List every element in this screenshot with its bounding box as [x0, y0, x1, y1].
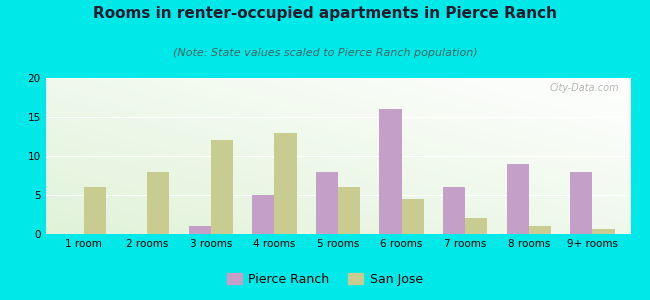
- Bar: [402, 199, 424, 234]
- Bar: [380, 109, 402, 234]
- Bar: [592, 229, 615, 234]
- Legend: Pierce Ranch, San Jose: Pierce Ranch, San Jose: [222, 268, 428, 291]
- Bar: [211, 140, 233, 234]
- Bar: [465, 218, 488, 234]
- Bar: [443, 187, 465, 234]
- Bar: [316, 172, 338, 234]
- Text: (Note: State values scaled to Pierce Ranch population): (Note: State values scaled to Pierce Ran…: [173, 48, 477, 58]
- Bar: [188, 226, 211, 234]
- Text: Rooms in renter-occupied apartments in Pierce Ranch: Rooms in renter-occupied apartments in P…: [93, 6, 557, 21]
- Bar: [274, 133, 296, 234]
- Bar: [338, 187, 360, 234]
- Bar: [84, 187, 106, 234]
- Bar: [506, 164, 528, 234]
- Bar: [528, 226, 551, 234]
- Bar: [148, 172, 170, 234]
- Text: City-Data.com: City-Data.com: [549, 83, 619, 93]
- Bar: [570, 172, 592, 234]
- Bar: [252, 195, 274, 234]
